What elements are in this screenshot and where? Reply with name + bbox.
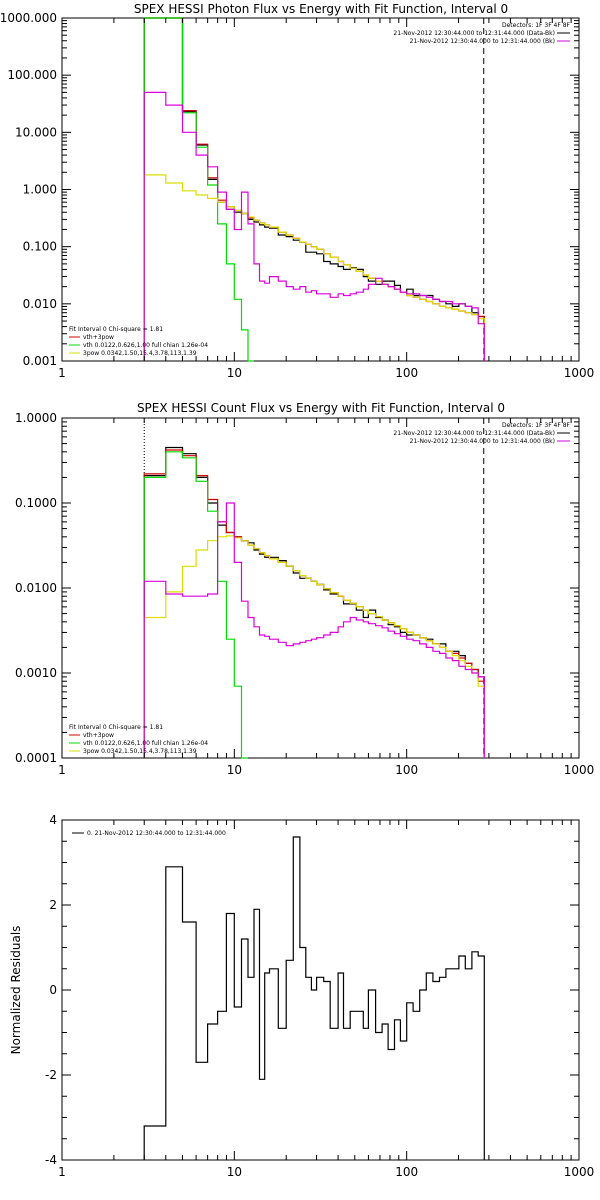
axis-layer: 1 10 100 1000 4 2 0 -2 -4 bbox=[45, 813, 594, 1179]
residuals-panel: 1 10 100 1000 4 2 0 -2 -4 Normalized Residuals 0… bbox=[9, 813, 594, 1179]
axis-layer: 1 10 100 1000 1000.000 100.000 10.000 1.000 0.10… bbox=[0, 11, 594, 380]
x-tick-label: 1 bbox=[58, 366, 66, 380]
legend-top-right: Detectors: 1F 3F 4F 8F 21-Nov-2012 12:30… bbox=[393, 22, 570, 45]
plot-frame bbox=[61, 17, 580, 362]
series-layer bbox=[143, 418, 485, 759]
x-tick-label: 1000 bbox=[564, 1165, 595, 1179]
y-axis-label: Normalized Residuals bbox=[9, 926, 23, 1055]
legend-vth: vth 0.0122,0.626,1.00 full chian 1.26e-0… bbox=[83, 342, 208, 349]
legend-detectors: Detectors: 1F 3F 4F 8F bbox=[502, 22, 571, 29]
y-tick-label: 10.000 bbox=[15, 125, 57, 139]
chart-title: SPEX HESSI Photon Flux vs Energy with Fi… bbox=[134, 2, 508, 16]
x-tick-label: 100 bbox=[395, 1165, 418, 1179]
legend-vth3pow: vth+3pow bbox=[83, 732, 114, 739]
y-tick-label: 0.100 bbox=[23, 240, 57, 254]
x-tick-label: 1 bbox=[58, 1165, 66, 1179]
chart-title: SPEX HESSI Count Flux vs Energy with Fit… bbox=[137, 401, 505, 415]
series-vth-line bbox=[143, 17, 254, 362]
plot-frame bbox=[61, 819, 580, 1161]
legend-data-bk: 21-Nov-2012 12:30:44.000 to 12:31:44.000… bbox=[393, 30, 555, 37]
y-tick-label: 4 bbox=[49, 813, 57, 827]
x-tick-label: 10 bbox=[227, 366, 242, 380]
x-tick-label: 100 bbox=[395, 763, 418, 777]
x-tick-label: 1 bbox=[58, 763, 66, 777]
series-bk-line bbox=[143, 91, 485, 361]
y-tick-label: -4 bbox=[45, 1153, 57, 1167]
y-tick-label: 0.1000 bbox=[15, 496, 57, 510]
legend-3pow: 3pow 0.0342,1.50,15.4,3.78,113,1.39 bbox=[83, 350, 197, 357]
legend-fit-interval: Fit Interval 0 Chi-square = 1.81 bbox=[69, 724, 163, 731]
y-tick-label: 0.010 bbox=[23, 297, 57, 311]
y-tick-label: 0 bbox=[49, 983, 57, 997]
y-tick-label: 2 bbox=[49, 898, 57, 912]
legend-top-left: 0. 21-Nov-2012 12:30:44.000 to 12:31:44.… bbox=[72, 830, 226, 837]
photon-flux-panel: SPEX HESSI Photon Flux vs Energy with Fi… bbox=[0, 2, 594, 380]
legend-data-bk: 21-Nov-2012 12:30:44.000 to 12:31:44.000… bbox=[393, 430, 555, 437]
y-tick-label: -2 bbox=[45, 1068, 57, 1082]
x-tick-label: 100 bbox=[395, 366, 418, 380]
legend-bk: 21-Nov-2012 12:30:44.000 to 12:31:44.000… bbox=[410, 38, 555, 45]
y-tick-label: 0.0100 bbox=[15, 581, 57, 595]
legend-bk: 21-Nov-2012 12:30:44.000 to 12:31:44.000… bbox=[410, 438, 555, 445]
x-tick-label: 1000 bbox=[564, 763, 595, 777]
plot-frame bbox=[61, 417, 580, 759]
series-data-bk-line bbox=[143, 446, 485, 758]
legend-3pow: 3pow 0.0342,1.50,15.4,3.78,113,1.39 bbox=[83, 748, 197, 755]
legend-top-right: Detectors: 1F 3F 4F 8F 21-Nov-2012 12:30… bbox=[393, 422, 570, 445]
x-tick-label: 10 bbox=[227, 1165, 242, 1179]
legend-vth3pow: vth+3pow bbox=[83, 334, 114, 341]
count-flux-panel: SPEX HESSI Count Flux vs Energy with Fit… bbox=[15, 401, 594, 777]
y-tick-label: 1.000 bbox=[23, 183, 57, 197]
series-3pow-line bbox=[143, 174, 485, 361]
x-tick-label: 1000 bbox=[564, 366, 595, 380]
x-tick-label: 10 bbox=[227, 763, 242, 777]
series-data-bk-line bbox=[143, 17, 485, 361]
series-layer bbox=[143, 17, 485, 362]
series-vth-3pow-line bbox=[143, 17, 485, 361]
y-tick-label: 1.0000 bbox=[15, 411, 57, 425]
legend-detectors: Detectors: 1F 3F 4F 8F bbox=[502, 422, 571, 429]
legend-bottom-left: Fit Interval 0 Chi-square = 1.81 vth+3po… bbox=[69, 724, 208, 755]
series-bk-line bbox=[143, 502, 485, 758]
series-vth-3pow-line bbox=[143, 449, 485, 758]
series-layer bbox=[143, 836, 485, 1160]
y-tick-label: 1000.000 bbox=[0, 11, 57, 25]
series-0-21-nov-2012-12-30-44-000-to-12-31-44-000-line bbox=[143, 836, 485, 1160]
legend-vth: vth 0.0122,0.626,1.00 full chian 1.26e-0… bbox=[83, 740, 208, 747]
legend-residual: 0. 21-Nov-2012 12:30:44.000 to 12:31:44.… bbox=[87, 830, 226, 837]
series-vth-line bbox=[143, 451, 248, 759]
y-tick-label: 100.000 bbox=[7, 68, 57, 82]
legend-bottom-left: Fit Interval 0 Chi-square = 1.81 vth+3po… bbox=[69, 326, 208, 357]
legend-fit-interval: Fit Interval 0 Chi-square = 1.81 bbox=[69, 326, 163, 333]
y-tick-label: 0.0010 bbox=[15, 666, 57, 680]
series-3pow-line bbox=[143, 535, 485, 758]
y-tick-label: 0.0001 bbox=[15, 751, 57, 765]
axis-layer: 1 10 100 1000 1.0000 0.1000 0.0100 0.0010 0.0001 bbox=[15, 411, 594, 777]
y-tick-label: 0.001 bbox=[23, 354, 57, 368]
